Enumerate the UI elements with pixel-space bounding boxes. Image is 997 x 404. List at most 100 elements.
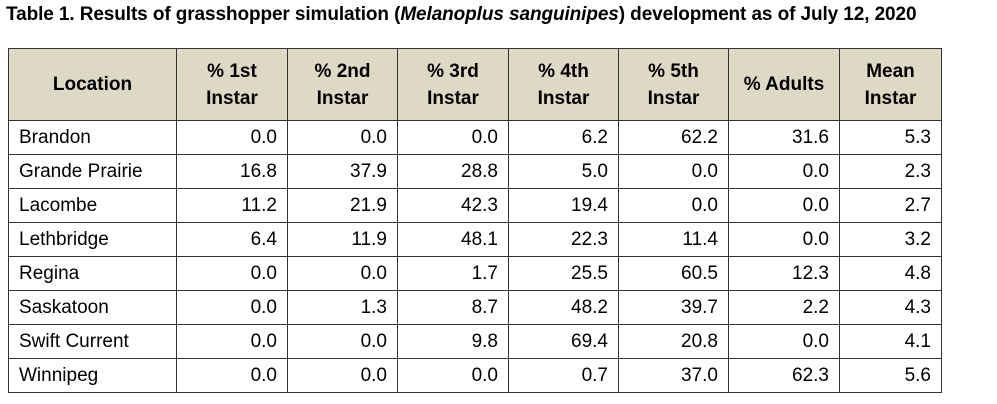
column-header-line2: Instar — [864, 87, 917, 109]
column-header-line1: % Adults — [743, 74, 825, 95]
value-cell: 37.9 — [287, 154, 398, 189]
value-cell: 11.2 — [176, 188, 288, 223]
value-cell: 0.0 — [728, 324, 840, 359]
column-header-line2: Instar — [647, 87, 700, 109]
table-row: Lethbridge 6.4 11.9 48.1 22.3 11.4 0.0 3.2 — [8, 222, 942, 257]
value-cell: 3.2 — [839, 222, 942, 257]
location-cell: Winnipeg — [8, 358, 177, 393]
caption-suffix: ) development as of July 12, 2020 — [618, 4, 917, 25]
value-cell: 0.0 — [176, 324, 288, 359]
value-cell: 39.7 — [618, 290, 729, 325]
value-cell: 0.0 — [728, 188, 840, 223]
value-cell: 2.2 — [728, 290, 840, 325]
location-cell: Grande Prairie — [8, 154, 177, 189]
value-cell: 0.0 — [618, 188, 729, 223]
value-cell: 0.0 — [287, 358, 398, 393]
value-cell: 22.3 — [508, 222, 619, 257]
column-header-line1: Location — [52, 74, 133, 95]
value-cell: 1.3 — [287, 290, 398, 325]
value-cell: 0.0 — [176, 358, 288, 393]
value-cell: 48.2 — [508, 290, 619, 325]
value-cell: 4.1 — [839, 324, 942, 359]
caption-prefix: Table 1. Results of grasshopper simulati… — [6, 4, 401, 25]
column-header-line1: % 3rd — [427, 60, 479, 82]
location-cell: Brandon — [8, 120, 177, 155]
value-cell: 16.8 — [176, 154, 288, 189]
value-cell: 5.6 — [839, 358, 942, 393]
column-header: % Adults — [728, 48, 840, 121]
value-cell: 0.7 — [508, 358, 619, 393]
value-cell: 0.0 — [287, 256, 398, 291]
column-header-line1: % 5th — [648, 60, 699, 82]
value-cell: 25.5 — [508, 256, 619, 291]
column-header: % 4th Instar — [508, 48, 619, 121]
value-cell: 19.4 — [508, 188, 619, 223]
value-cell: 6.4 — [176, 222, 288, 257]
table-body: Brandon 0.0 0.0 0.0 6.2 62.2 31.6 5.3 Grande Pra… — [8, 120, 942, 393]
column-header: Location — [8, 48, 177, 121]
value-cell: 31.6 — [728, 120, 840, 155]
column-header: % 1st Instar — [176, 48, 288, 121]
value-cell: 0.0 — [176, 256, 288, 291]
value-cell: 69.4 — [508, 324, 619, 359]
value-cell: 0.0 — [176, 120, 288, 155]
location-cell: Regina — [8, 256, 177, 291]
column-header-line1: % 4th — [538, 60, 589, 82]
value-cell: 5.0 — [508, 154, 619, 189]
value-cell: 48.1 — [397, 222, 509, 257]
table-row: Winnipeg 0.0 0.0 0.0 0.7 37.0 62.3 5.6 — [8, 358, 942, 393]
column-header-line1: Mean — [866, 60, 915, 82]
table-row: Grande Prairie 16.8 37.9 28.8 5.0 0.0 0.0 2.3 — [8, 154, 942, 189]
value-cell: 20.8 — [618, 324, 729, 359]
header-row: Location % 1st Instar % 2nd Instar % 3rd Insta… — [8, 48, 942, 121]
location-cell: Saskatoon — [8, 290, 177, 325]
caption-species: Melanoplus sanguinipes — [400, 4, 619, 25]
value-cell: 4.3 — [839, 290, 942, 325]
table-caption: Table 1. Results of grasshopper simulati… — [6, 4, 917, 26]
table-row: Regina 0.0 0.0 1.7 25.5 60.5 12.3 4.8 — [8, 256, 942, 291]
value-cell: 8.7 — [397, 290, 509, 325]
table-row: Brandon 0.0 0.0 0.0 6.2 62.2 31.6 5.3 — [8, 120, 942, 155]
value-cell: 37.0 — [618, 358, 729, 393]
column-header-line2: Instar — [206, 87, 258, 109]
column-header-line2: Instar — [427, 87, 479, 109]
value-cell: 0.0 — [287, 324, 398, 359]
location-cell: Swift Current — [8, 324, 177, 359]
value-cell: 1.7 — [397, 256, 509, 291]
value-cell: 2.3 — [839, 154, 942, 189]
value-cell: 0.0 — [728, 154, 840, 189]
value-cell: 2.7 — [839, 188, 942, 223]
value-cell: 0.0 — [618, 154, 729, 189]
value-cell: 62.3 — [728, 358, 840, 393]
table-row: Lacombe 11.2 21.9 42.3 19.4 0.0 0.0 2.7 — [8, 188, 942, 223]
column-header: Mean Instar — [839, 48, 942, 121]
value-cell: 0.0 — [397, 120, 509, 155]
value-cell: 11.9 — [287, 222, 398, 257]
column-header: % 3rd Instar — [397, 48, 509, 121]
value-cell: 6.2 — [508, 120, 619, 155]
column-header: % 5th Instar — [618, 48, 729, 121]
value-cell: 4.8 — [839, 256, 942, 291]
value-cell: 0.0 — [728, 222, 840, 257]
value-cell: 21.9 — [287, 188, 398, 223]
column-header-line1: % 1st — [207, 60, 257, 82]
location-cell: Lacombe — [8, 188, 177, 223]
value-cell: 11.4 — [618, 222, 729, 257]
value-cell: 28.8 — [397, 154, 509, 189]
value-cell: 0.0 — [397, 358, 509, 393]
value-cell: 0.0 — [176, 290, 288, 325]
table-row: Swift Current 0.0 0.0 9.8 69.4 20.8 0.0 4.1 — [8, 324, 942, 359]
results-table: Location % 1st Instar % 2nd Instar % 3rd Insta… — [8, 48, 942, 393]
value-cell: 62.2 — [618, 120, 729, 155]
value-cell: 42.3 — [397, 188, 509, 223]
value-cell: 9.8 — [397, 324, 509, 359]
location-cell: Lethbridge — [8, 222, 177, 257]
value-cell: 5.3 — [839, 120, 942, 155]
column-header: % 2nd Instar — [287, 48, 398, 121]
column-header-line2: Instar — [316, 87, 369, 109]
value-cell: 60.5 — [618, 256, 729, 291]
value-cell: 0.0 — [287, 120, 398, 155]
table-row: Saskatoon 0.0 1.3 8.7 48.2 39.7 2.2 4.3 — [8, 290, 942, 325]
column-header-line2: Instar — [537, 87, 590, 109]
column-header-line1: % 2nd — [314, 60, 371, 82]
